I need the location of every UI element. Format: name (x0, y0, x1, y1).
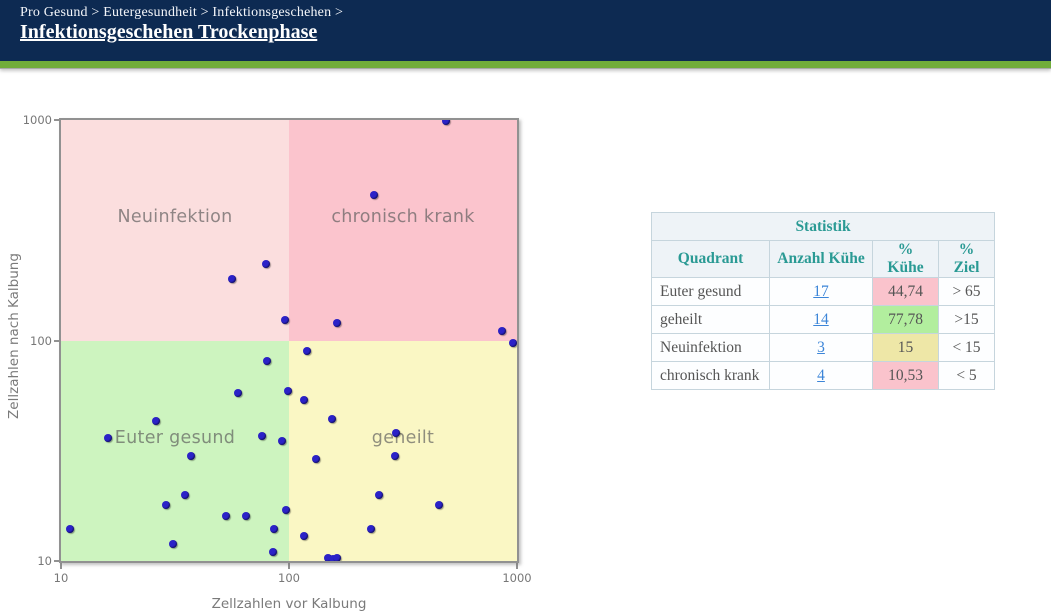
x-tick-mark (60, 563, 62, 569)
scatter-point (497, 327, 506, 336)
quadrant-bottom-right (289, 340, 517, 561)
quadrant-label: geheilt (371, 427, 435, 448)
table-column-header: Anzahl Kühe (769, 240, 873, 278)
y-tick-mark (54, 339, 60, 342)
scatter-point (280, 315, 289, 324)
scatter-point (277, 437, 286, 446)
x-tick-label: 1000 (502, 571, 532, 585)
table-title: Statistik (651, 212, 995, 241)
scatter-plot-area: Neuinfektion chronisch krank Euter gesund g… (59, 118, 519, 563)
scatter-point (262, 356, 271, 365)
scatter-point (186, 451, 195, 460)
table-header-row: Quadrant Anzahl Kühe% Kühe% Ziel (651, 240, 995, 278)
quadrant-label: chronisch krank (331, 207, 475, 228)
scatter-point (151, 417, 160, 426)
anzahl-kuehe-link[interactable]: 14 (813, 310, 829, 328)
scatter-point (366, 524, 375, 533)
anzahl-cell: 3 (769, 333, 873, 362)
scatter-point (162, 500, 171, 509)
quadrant-name-cell: Euter gesund (651, 277, 770, 306)
quadrant-bottom-left (61, 340, 289, 561)
scatter-point (370, 190, 379, 199)
app-header: Pro Gesund > Eutergesundheit > Infektion… (0, 0, 1051, 61)
quadrant-label: Euter gesund (114, 427, 236, 448)
quadrant-name-cell: Neuinfektion (651, 333, 770, 362)
scatter-point (333, 554, 342, 561)
scatter-point (303, 346, 312, 355)
x-tick-label: 10 (53, 571, 69, 585)
scatter-point (181, 490, 190, 499)
y-tick-label: 10 (37, 554, 52, 568)
y-tick-label: 1000 (22, 113, 52, 127)
scatter-point (391, 429, 400, 438)
quadrant-name-cell: geheilt (651, 305, 770, 334)
table-row: geheilt 14 77,78 >15 (651, 305, 995, 334)
anzahl-cell: 14 (769, 305, 873, 334)
scatter-point (391, 451, 400, 460)
scatter-point (374, 490, 383, 499)
scatter-point (508, 339, 517, 348)
scatter-point (284, 387, 292, 396)
quadrant-top-left (61, 120, 289, 341)
scatter-point (222, 511, 231, 520)
scatter-point (234, 388, 243, 397)
x-tick-mark (516, 563, 518, 569)
pct-ziel-cell: >15 (938, 305, 995, 334)
table-row: chronisch krank 4 10,53 < 5 (651, 361, 995, 390)
pct-ziel-cell: < 15 (938, 333, 995, 362)
quadrant-top-right (289, 120, 517, 341)
scatter-point (299, 395, 308, 404)
x-tick-mark (288, 563, 290, 569)
scatter-point (227, 275, 236, 284)
scatter-point (261, 259, 270, 268)
quadrant-label: Neuinfektion (117, 207, 233, 228)
scatter-point (281, 506, 290, 515)
scatter-point (311, 455, 320, 464)
scatter-point (329, 555, 338, 561)
pct-kuehe-cell: 10,53 (872, 361, 939, 390)
scatter-point (333, 319, 342, 328)
x-axis-title: Zellzahlen vor Kalbung (211, 596, 367, 612)
pct-kuehe-cell: 77,78 (872, 305, 939, 334)
y-tick-mark (54, 119, 60, 121)
y-axis-title: Zellzahlen nach Kalbung (6, 252, 22, 419)
scatter-point (66, 524, 75, 533)
header-accent-bar (0, 61, 1051, 69)
scatter-point (435, 500, 444, 509)
pct-ziel-cell: < 5 (938, 361, 995, 390)
scatter-point (323, 554, 332, 561)
table-column-header: % Ziel (938, 240, 995, 278)
scatter-point (441, 120, 450, 125)
pct-ziel-cell: > 65 (938, 277, 995, 306)
anzahl-kuehe-link[interactable]: 4 (817, 366, 825, 384)
scatter-point (299, 531, 308, 540)
statistik-table: Statistik Quadrant Anzahl Kühe% Kühe% Zie… (651, 212, 995, 390)
scatter-point (169, 539, 178, 548)
scatter-point (327, 415, 336, 424)
table-column-header: Quadrant (651, 240, 770, 278)
y-tick-label: 100 (30, 333, 52, 348)
pct-kuehe-cell: 44,74 (872, 277, 939, 306)
anzahl-cell: 4 (769, 361, 873, 390)
scatter-point (268, 547, 277, 556)
scatter-point (242, 511, 251, 520)
scatter-point (103, 434, 112, 443)
anzahl-kuehe-link[interactable]: 3 (817, 338, 825, 356)
table-column-header: % Kühe (872, 240, 939, 278)
page-title[interactable]: Infektionsgeschehen Trockenphase (20, 21, 318, 43)
pct-kuehe-cell: 15 (872, 333, 939, 362)
table-row: Neuinfektion 3 15 < 15 (651, 333, 995, 362)
anzahl-cell: 17 (769, 277, 873, 306)
quadrant-name-cell: chronisch krank (651, 361, 770, 390)
x-tick-label: 100 (278, 571, 300, 585)
y-tick-mark (54, 560, 60, 562)
table-row: Euter gesund 17 44,74 > 65 (651, 277, 995, 306)
breadcrumb[interactable]: Pro Gesund > Eutergesundheit > Infektion… (20, 5, 344, 20)
scatter-point (257, 431, 266, 440)
anzahl-kuehe-link[interactable]: 17 (813, 282, 829, 300)
scatter-point (270, 524, 279, 533)
